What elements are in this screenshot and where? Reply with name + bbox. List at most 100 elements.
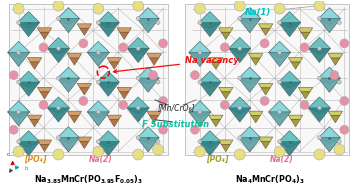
Circle shape [340, 39, 349, 48]
Circle shape [234, 0, 245, 11]
Circle shape [158, 125, 168, 134]
Text: Na vacancy: Na vacancy [113, 56, 239, 73]
Circle shape [9, 125, 18, 134]
Polygon shape [110, 120, 119, 127]
Polygon shape [18, 142, 40, 156]
Circle shape [156, 80, 160, 84]
Polygon shape [80, 88, 89, 95]
Circle shape [13, 3, 24, 14]
Circle shape [96, 50, 100, 54]
Polygon shape [251, 116, 260, 123]
Polygon shape [58, 78, 79, 92]
Circle shape [314, 149, 325, 160]
Circle shape [238, 106, 242, 110]
Polygon shape [97, 22, 119, 37]
Polygon shape [97, 12, 119, 28]
Text: $\mathbf{Na_{3.85}MnCr(PO_{3.95}F_{0.05})_3}$: $\mathbf{Na_{3.85}MnCr(PO_{3.95}F_{0.05}… [34, 173, 143, 186]
Circle shape [152, 144, 163, 155]
Circle shape [260, 97, 269, 105]
Circle shape [136, 76, 140, 80]
Circle shape [220, 101, 229, 109]
Polygon shape [18, 12, 40, 28]
Polygon shape [239, 127, 261, 143]
Polygon shape [298, 28, 313, 32]
Circle shape [198, 21, 202, 25]
Circle shape [191, 71, 199, 80]
Polygon shape [120, 32, 129, 40]
Polygon shape [229, 48, 251, 63]
Circle shape [260, 39, 269, 48]
Polygon shape [18, 131, 40, 147]
Circle shape [195, 3, 205, 14]
Circle shape [96, 80, 100, 84]
Polygon shape [309, 37, 330, 54]
Circle shape [277, 140, 282, 144]
Polygon shape [30, 120, 39, 127]
Polygon shape [199, 142, 221, 156]
Polygon shape [189, 101, 211, 118]
Circle shape [334, 144, 345, 155]
Polygon shape [269, 112, 291, 126]
Polygon shape [70, 116, 79, 123]
Circle shape [136, 17, 140, 21]
Polygon shape [28, 115, 42, 120]
Polygon shape [137, 8, 159, 24]
Circle shape [17, 110, 20, 114]
Polygon shape [97, 82, 119, 96]
Polygon shape [47, 48, 70, 63]
Polygon shape [58, 67, 79, 84]
Polygon shape [279, 12, 300, 28]
Polygon shape [80, 28, 89, 35]
Polygon shape [318, 127, 340, 143]
Polygon shape [229, 97, 251, 114]
Circle shape [238, 136, 242, 140]
Polygon shape [279, 131, 300, 147]
Polygon shape [70, 58, 79, 65]
Circle shape [17, 140, 20, 144]
Text: c: c [7, 152, 10, 156]
Circle shape [238, 46, 242, 50]
Polygon shape [258, 137, 273, 141]
Polygon shape [279, 71, 300, 88]
Polygon shape [239, 8, 261, 24]
Polygon shape [239, 138, 261, 152]
Circle shape [340, 97, 349, 105]
Polygon shape [40, 144, 49, 152]
Text: [PO₄]: [PO₄] [205, 154, 228, 163]
Polygon shape [221, 32, 230, 40]
Polygon shape [318, 8, 340, 24]
Text: Na(2): Na(2) [270, 154, 293, 163]
Polygon shape [229, 37, 251, 54]
Polygon shape [137, 138, 159, 152]
Circle shape [238, 17, 242, 21]
Circle shape [220, 43, 229, 52]
Circle shape [56, 136, 60, 140]
Circle shape [79, 97, 88, 105]
Polygon shape [137, 19, 159, 33]
Polygon shape [127, 48, 149, 63]
Polygon shape [318, 67, 340, 84]
Polygon shape [80, 141, 89, 149]
Polygon shape [249, 54, 263, 58]
Circle shape [96, 21, 100, 25]
Circle shape [79, 39, 88, 48]
Polygon shape [211, 120, 220, 127]
Polygon shape [291, 62, 300, 69]
Polygon shape [291, 120, 300, 127]
Polygon shape [318, 138, 340, 152]
Circle shape [39, 43, 48, 52]
Polygon shape [288, 115, 303, 120]
Polygon shape [127, 97, 149, 114]
Polygon shape [87, 112, 109, 126]
Text: [PO₄]: [PO₄] [24, 154, 47, 163]
Polygon shape [221, 144, 230, 152]
Circle shape [93, 146, 104, 157]
Polygon shape [279, 142, 300, 156]
Circle shape [277, 21, 282, 25]
Circle shape [133, 149, 144, 160]
Polygon shape [249, 111, 263, 116]
Polygon shape [309, 48, 330, 63]
Circle shape [17, 21, 20, 25]
Polygon shape [77, 24, 91, 28]
Polygon shape [8, 52, 30, 67]
